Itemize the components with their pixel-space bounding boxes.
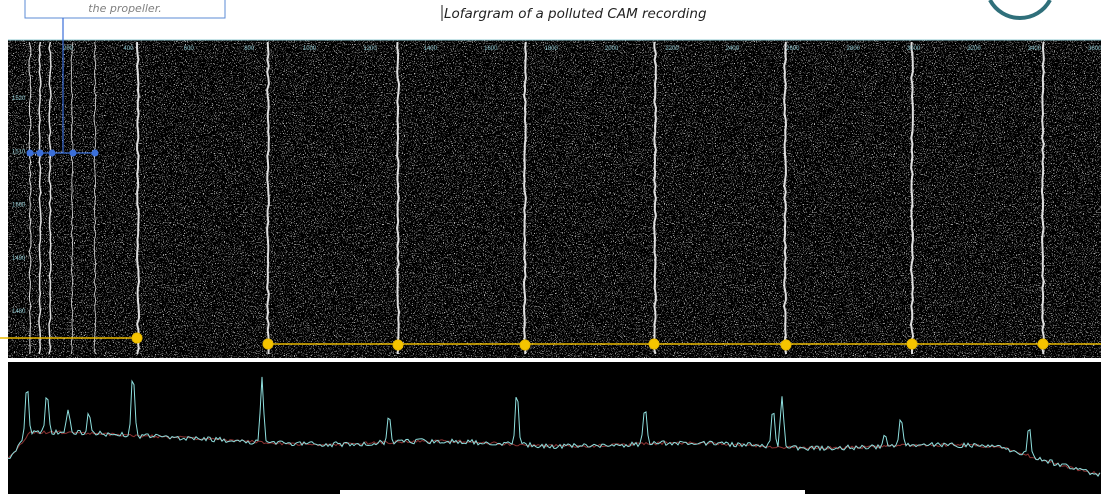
x-axis-label: 3400 — [1028, 46, 1042, 52]
marker — [262, 338, 274, 350]
x-axis-label: 2800 — [847, 46, 861, 52]
marker — [91, 149, 99, 157]
harmonic-line — [28, 41, 32, 355]
spectrum-trace — [7, 376, 1101, 477]
lofargram-noise — [8, 40, 1101, 358]
x-axis-label: 2000 — [605, 46, 619, 52]
x-axis-label: 2600 — [786, 46, 800, 52]
x-axis-label: 3200 — [967, 46, 981, 52]
spectrum-trace-red — [7, 430, 1101, 475]
harmonic-line — [38, 41, 42, 355]
x-axis-label: 2200 — [665, 46, 679, 52]
logo — [988, 0, 1052, 20]
blue-markers — [26, 18, 99, 157]
x-axis-label: 1000 — [303, 46, 317, 52]
axis-labels: 200 400 600 800 1000 1200 1400 1600 1800 2000 2200… — [12, 46, 1101, 315]
caption-box — [24, 0, 226, 19]
scrollbar — [340, 490, 805, 494]
x-axis-label: 200 — [63, 46, 74, 52]
marker — [392, 339, 404, 351]
x-axis-label: 400 — [123, 46, 134, 52]
marker — [519, 339, 531, 351]
marker — [1037, 338, 1049, 350]
x-axis-label: 1400 — [424, 46, 438, 52]
marker — [906, 338, 918, 350]
harmonic-line — [1040, 41, 1045, 355]
harmonic-line — [93, 41, 97, 355]
y-axis-label: 1480 — [12, 309, 26, 315]
x-axis-label: 1600 — [484, 46, 498, 52]
x-axis-label: 600 — [184, 46, 195, 52]
y-axis-label: 1500 — [12, 203, 26, 209]
yellow-markers — [0, 332, 1101, 351]
marker — [26, 149, 34, 157]
harmonic-line — [48, 41, 52, 355]
x-axis-label: 3600 — [1088, 46, 1101, 52]
y-axis-label: 1520 — [12, 96, 26, 102]
harmonic-line — [266, 41, 270, 355]
harmonic-line — [909, 41, 915, 354]
x-axis-label: 2400 — [726, 46, 740, 52]
y-axis-label: 1510 — [12, 149, 26, 155]
marker — [648, 338, 660, 350]
x-axis-label: 800 — [244, 46, 255, 52]
harmonic-lines — [28, 41, 1045, 355]
title: Lofargram of a polluted CAM recording — [444, 6, 707, 22]
harmonic-line — [652, 41, 658, 355]
x-axis-label: 1200 — [363, 46, 377, 52]
harmonic-line — [135, 41, 141, 355]
harmonic-line — [395, 41, 401, 355]
x-axis-label: 1800 — [545, 46, 559, 52]
caption: the propeller. — [88, 2, 161, 15]
marker — [780, 339, 792, 351]
harmonic-line — [70, 41, 74, 355]
harmonic-line — [522, 41, 528, 355]
marker — [36, 149, 44, 157]
x-axis-label: 3000 — [907, 46, 921, 52]
marker — [69, 149, 77, 157]
harmonic-line — [782, 41, 787, 355]
marker — [48, 149, 56, 157]
y-axis-label: 1490 — [12, 256, 26, 262]
spectrum-bg — [8, 362, 1101, 494]
marker — [131, 332, 143, 344]
